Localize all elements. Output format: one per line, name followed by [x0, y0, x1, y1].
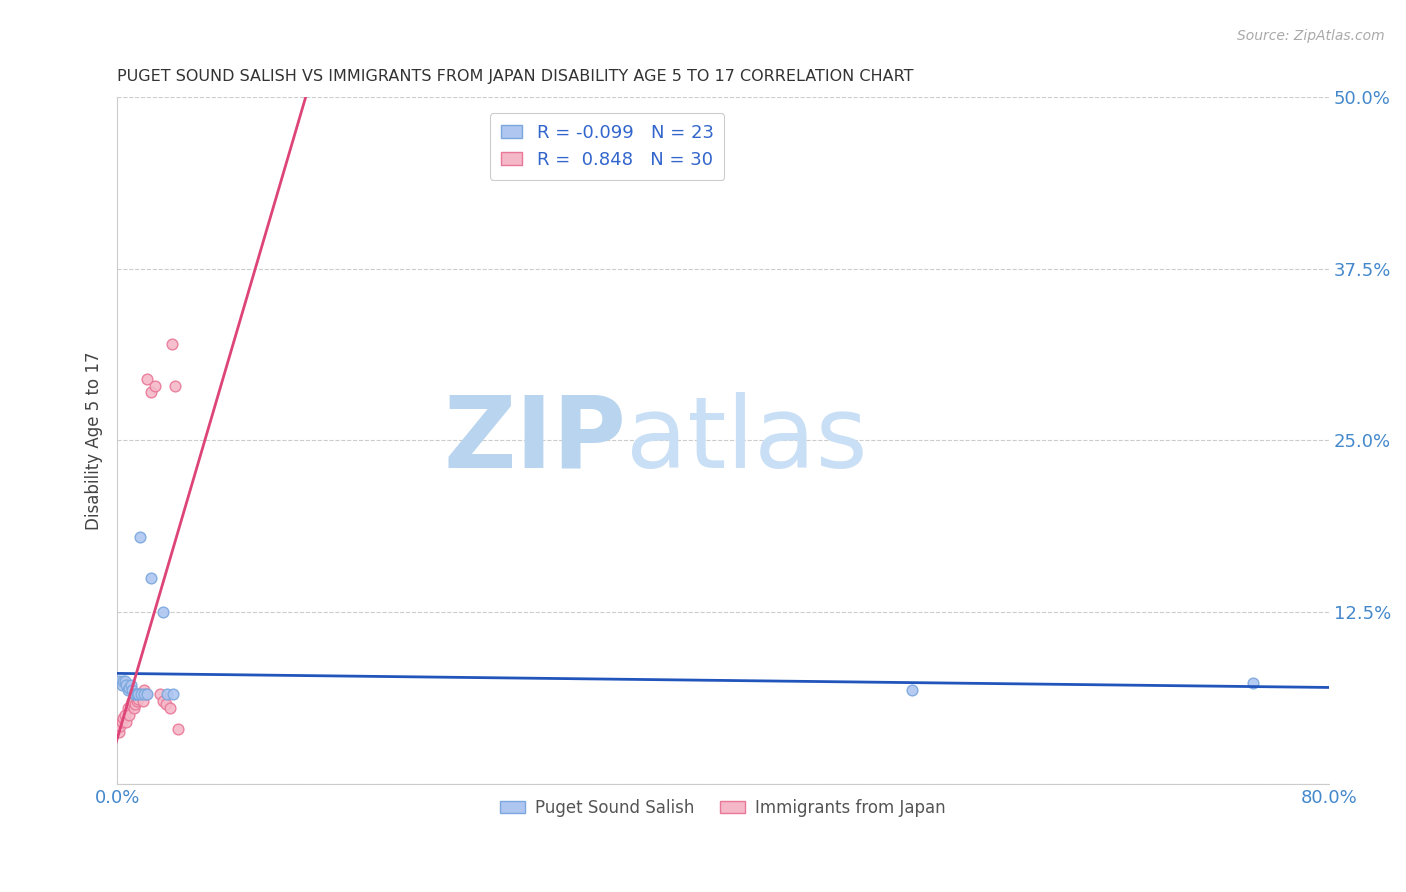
Point: [105, 722, 128, 736]
Point: [160, 337, 183, 351]
Point: [127, 688, 149, 702]
Point: [166, 722, 188, 736]
Point: [111, 678, 134, 692]
Point: [131, 688, 153, 702]
Point: [131, 688, 153, 702]
Point: [120, 678, 142, 692]
Point: [107, 673, 129, 688]
Y-axis label: Disability Age 5 to 17: Disability Age 5 to 17: [86, 351, 103, 530]
Legend: Puget Sound Salish, Immigrants from Japan: Puget Sound Salish, Immigrants from Japa…: [494, 792, 952, 823]
Point: [115, 678, 138, 692]
Point: [115, 714, 138, 729]
Point: [162, 688, 184, 702]
Point: [118, 708, 141, 723]
Point: [117, 701, 139, 715]
Point: [127, 691, 149, 706]
Point: [110, 719, 132, 733]
Point: [139, 385, 162, 400]
Point: [1241, 676, 1264, 690]
Point: [129, 530, 152, 544]
Point: [114, 673, 136, 688]
Point: [107, 724, 129, 739]
Point: [134, 688, 156, 702]
Text: PUGET SOUND SALISH VS IMMIGRANTS FROM JAPAN DISABILITY AGE 5 TO 17 CORRELATION C: PUGET SOUND SALISH VS IMMIGRANTS FROM JA…: [117, 69, 914, 84]
Point: [163, 378, 186, 392]
Point: [125, 688, 148, 702]
Point: [136, 372, 159, 386]
Point: [125, 694, 148, 708]
Point: [152, 694, 174, 708]
Text: ZIP: ZIP: [443, 392, 626, 489]
Text: atlas: atlas: [626, 392, 868, 489]
Point: [117, 683, 139, 698]
Point: [111, 714, 134, 729]
Point: [143, 378, 166, 392]
Point: [121, 683, 143, 698]
Point: [114, 708, 136, 723]
Point: [122, 701, 145, 715]
Point: [901, 683, 924, 698]
Point: [134, 683, 156, 698]
Point: [136, 688, 159, 702]
Point: [159, 701, 181, 715]
Point: [120, 697, 142, 711]
Point: [152, 605, 174, 619]
Point: [122, 688, 145, 702]
Point: [129, 688, 152, 702]
Point: [112, 673, 135, 688]
Point: [139, 571, 162, 585]
Point: [149, 688, 172, 702]
Point: [124, 697, 146, 711]
Point: [135, 688, 157, 702]
Point: [155, 697, 177, 711]
Point: [121, 694, 143, 708]
Point: [124, 688, 146, 702]
Point: [132, 694, 155, 708]
Point: [118, 681, 141, 695]
Point: [156, 688, 179, 702]
Text: Source: ZipAtlas.com: Source: ZipAtlas.com: [1237, 29, 1385, 43]
Point: [112, 711, 135, 725]
